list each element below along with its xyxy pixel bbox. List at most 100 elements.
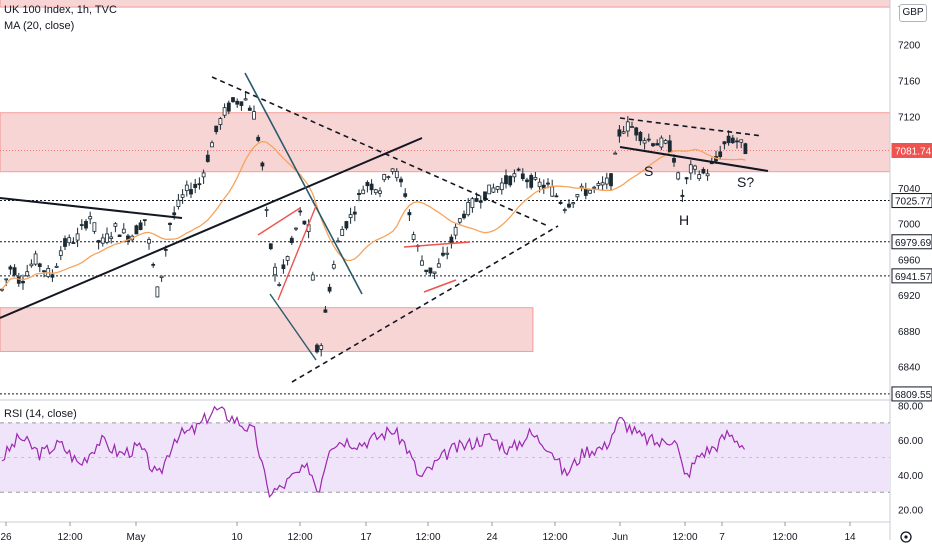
candle-body — [184, 184, 189, 192]
candle-body — [252, 111, 256, 120]
candle-body — [88, 216, 93, 220]
candle-body — [134, 225, 139, 235]
candle-body — [37, 263, 42, 267]
candle-body — [92, 222, 97, 232]
chart-title: UK 100 Index, 1h, TVC — [4, 4, 117, 16]
candle-body — [117, 234, 122, 238]
trendline — [423, 279, 457, 293]
candle-body — [621, 131, 626, 134]
resistance-zone — [0, 0, 891, 8]
candle-body — [504, 175, 508, 185]
rsi-legend: RSI (14, close) — [4, 408, 77, 420]
trendline — [403, 241, 471, 248]
candle-body — [604, 177, 609, 185]
candle-body — [235, 100, 240, 105]
candle-body — [315, 344, 319, 353]
candle-body — [96, 240, 101, 243]
candle-body — [159, 275, 164, 279]
candle-body — [378, 190, 382, 194]
candle-body — [168, 222, 172, 225]
trendline — [244, 72, 363, 295]
trendline — [0, 197, 183, 219]
candle-body — [113, 223, 118, 227]
candle-body — [609, 173, 613, 187]
candle-body — [642, 140, 647, 144]
candle-body — [256, 136, 261, 141]
candle-body — [344, 221, 349, 229]
time-tick-label: 12:00 — [287, 532, 312, 543]
rsi-tick-label: 80.00 — [898, 401, 923, 412]
candle-body — [67, 237, 72, 244]
candle-body — [214, 125, 219, 133]
candle-body — [516, 168, 521, 171]
trendline — [257, 207, 301, 236]
candle-body — [630, 126, 634, 128]
time-tick-label: 26 — [0, 532, 12, 543]
candle-body — [634, 127, 639, 136]
candle-body — [289, 237, 294, 244]
candle-body — [550, 186, 555, 197]
candle-body — [399, 178, 403, 183]
candle-body — [743, 143, 748, 155]
candle-body — [25, 271, 30, 277]
candle-body — [436, 263, 441, 268]
trendline — [211, 76, 549, 227]
candle-body — [567, 203, 571, 208]
price-label-text: 7025.77 — [895, 197, 932, 208]
gear-icon — [900, 531, 912, 543]
candle-body — [588, 189, 592, 194]
time-tick-label: 12:00 — [57, 532, 82, 543]
candle-body — [84, 221, 88, 229]
candle-body — [54, 265, 59, 268]
price-tick-label: 7040 — [898, 184, 921, 195]
pattern-annotation-label: S? — [737, 174, 754, 190]
price-tick-label: 7200 — [898, 41, 921, 52]
time-tick-label: 12:00 — [415, 532, 440, 543]
candle-body — [483, 191, 487, 201]
candle-body — [617, 129, 622, 137]
candle-body — [105, 233, 109, 243]
candle-body — [155, 286, 160, 298]
trendline — [619, 146, 769, 172]
candle-body — [277, 284, 282, 286]
candle-body — [546, 182, 550, 185]
candle-body — [562, 209, 567, 212]
candle-body — [487, 184, 492, 195]
candle-body — [676, 172, 681, 180]
time-tick-label: 12:00 — [672, 532, 697, 543]
candle-body — [239, 101, 244, 106]
candle-body — [667, 140, 672, 153]
moving-average-line — [1, 140, 746, 290]
resistance-zone — [0, 307, 534, 352]
candle-body — [638, 131, 643, 142]
candle-body — [684, 177, 689, 180]
candle-body — [424, 269, 429, 272]
candle-body — [403, 193, 408, 197]
candle-body — [247, 107, 252, 111]
trendline — [291, 225, 559, 383]
candle-body — [672, 158, 676, 163]
candle-body — [739, 139, 744, 143]
price-tick-label: 6880 — [898, 327, 921, 338]
candle-body — [722, 141, 727, 145]
candle-body — [453, 226, 458, 236]
pattern-annotation-label: H — [679, 212, 689, 228]
candle-body — [323, 309, 328, 313]
price-label-tag — [891, 386, 932, 402]
candle-body — [718, 151, 723, 158]
candle-body — [201, 172, 206, 178]
gear-icon-hub — [904, 535, 908, 539]
time-tick-label: 7 — [719, 532, 725, 543]
candle-body — [495, 186, 500, 190]
candle-body — [193, 183, 198, 188]
candle-body — [336, 240, 340, 243]
candle-body — [394, 170, 399, 179]
currency-badge[interactable]: GBP — [899, 4, 927, 22]
candle-body — [79, 224, 84, 226]
candle-body — [21, 280, 25, 284]
candle-body — [218, 118, 223, 125]
time-tick-label: 10 — [231, 532, 243, 543]
trendline — [269, 293, 317, 361]
candle-body — [176, 199, 181, 207]
